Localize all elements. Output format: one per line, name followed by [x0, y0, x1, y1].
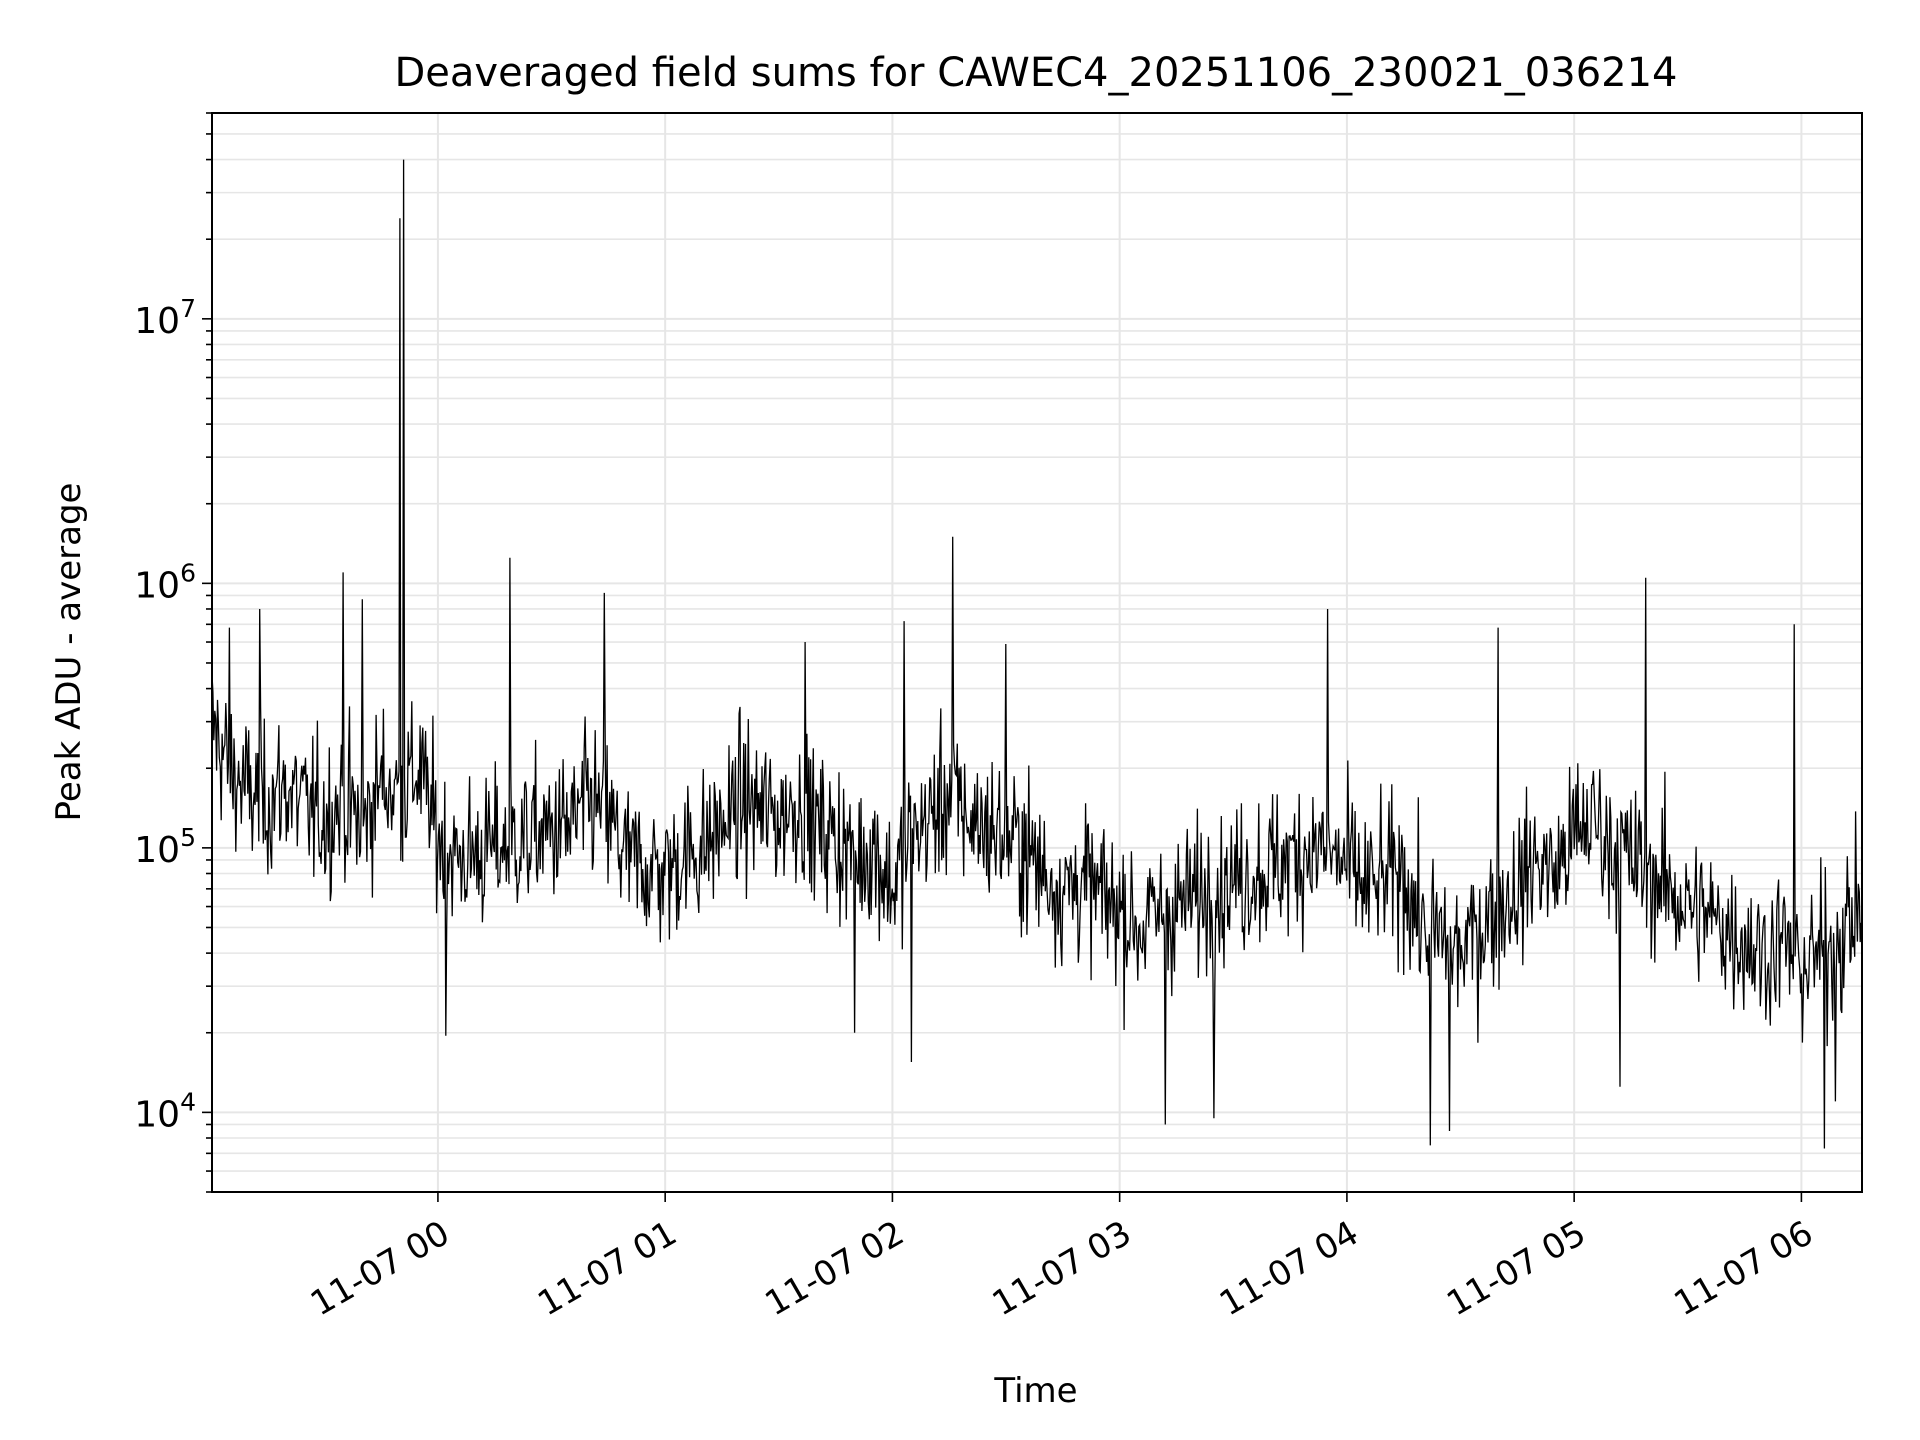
y-tick-label: 104	[134, 1087, 196, 1135]
x-axis-label: Time	[993, 1371, 1077, 1411]
y-tick-label: 106	[134, 558, 196, 606]
series-line	[211, 159, 1863, 1149]
y-axis-label: Peak ADU - average	[49, 483, 89, 822]
y-tick-label: 105	[134, 823, 196, 871]
y-tick-label: 107	[134, 294, 196, 342]
plot-area: 11-07 00 11-07 01 11-07 02 11-07 03 11-07 04…	[134, 112, 1863, 1324]
y-axis-ticks: 104 105 106 107	[134, 112, 212, 1193]
chart-title: Deaveraged field sums for CAWEC4_2025110…	[394, 50, 1677, 96]
plot-frame	[211, 112, 1863, 1193]
